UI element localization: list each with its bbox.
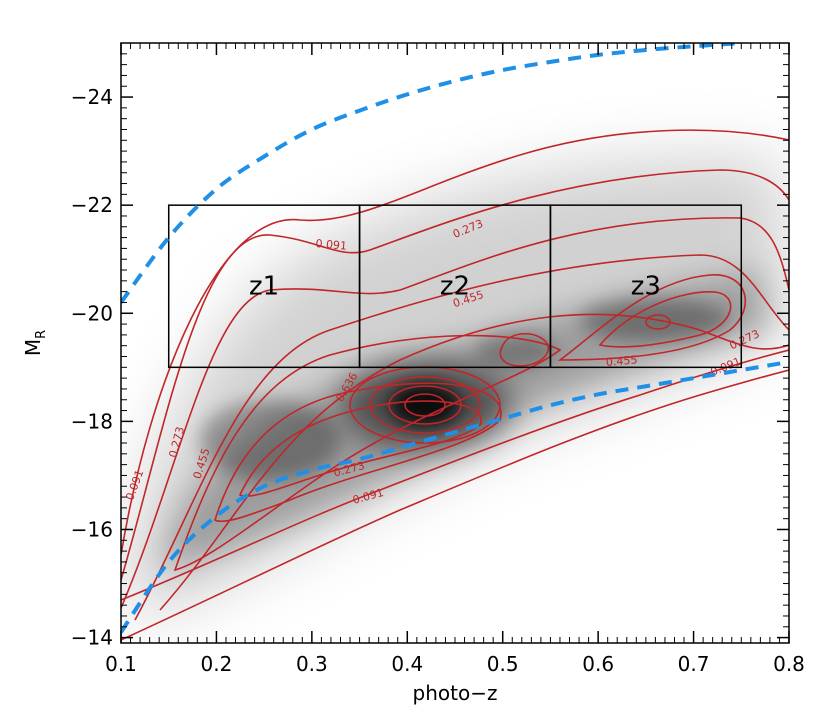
x-tick-label: 0.7 <box>678 652 710 676</box>
x-tick-label: 0.1 <box>105 652 137 676</box>
contour-line <box>121 217 789 609</box>
y-axis-title: MR <box>21 330 49 356</box>
x-axis-title: photo−z <box>413 681 498 705</box>
contour-line <box>388 385 462 425</box>
contour-line <box>499 332 549 367</box>
y-tick-label: −24 <box>71 85 113 109</box>
x-tick-label: 0.2 <box>201 652 233 676</box>
y-tick-label: −20 <box>71 301 113 325</box>
contour-line <box>134 254 789 621</box>
redshift-bin-label: z1 <box>249 271 279 301</box>
contour-line <box>238 400 483 497</box>
y-tick-label: −16 <box>71 517 113 541</box>
x-tick-label: 0.5 <box>487 652 519 676</box>
upper-limit-curve <box>121 43 742 304</box>
limit-curves <box>121 43 789 634</box>
x-tick-label: 0.8 <box>773 652 805 676</box>
redshift-bins: z1 z2 z3 <box>167 204 743 369</box>
contour-level-label: 0.455 <box>605 353 638 369</box>
contour-line <box>121 369 789 641</box>
redshift-bin-box <box>549 204 743 369</box>
x-tick-label: 0.6 <box>582 652 614 676</box>
redshift-bin-label: z2 <box>440 271 470 301</box>
contour-line <box>369 376 481 434</box>
y-tick-label: −18 <box>71 409 113 433</box>
contour-line <box>645 314 671 330</box>
y-axis-title-subscript: R <box>34 330 49 339</box>
x-tick-label: 0.3 <box>296 652 328 676</box>
density-heatmap <box>125 158 789 620</box>
density-peak <box>390 383 460 427</box>
contour-line <box>557 274 746 361</box>
y-axis: −14 −16 −18 −20 −22 −24 <box>71 42 789 650</box>
contour-level-label: 0.091 <box>315 237 348 253</box>
redshift-bin-label: z3 <box>631 271 661 301</box>
lower-limit-curve <box>121 359 789 634</box>
contour-line <box>404 393 446 417</box>
y-tick-label: −22 <box>71 193 113 217</box>
contour-line <box>121 129 789 556</box>
y-axis-title-main: M <box>21 339 45 356</box>
contour-line <box>214 382 502 523</box>
y-tick-label: −14 <box>71 626 113 650</box>
x-tick-label: 0.4 <box>391 652 423 676</box>
contour-line <box>159 313 789 611</box>
contour-line <box>121 349 789 601</box>
contour-line <box>598 291 732 348</box>
contour-line <box>173 334 562 572</box>
contour-line <box>121 169 789 581</box>
x-axis: 0.1 0.2 0.3 0.4 0.5 0.6 0.7 0.8 <box>105 43 805 676</box>
